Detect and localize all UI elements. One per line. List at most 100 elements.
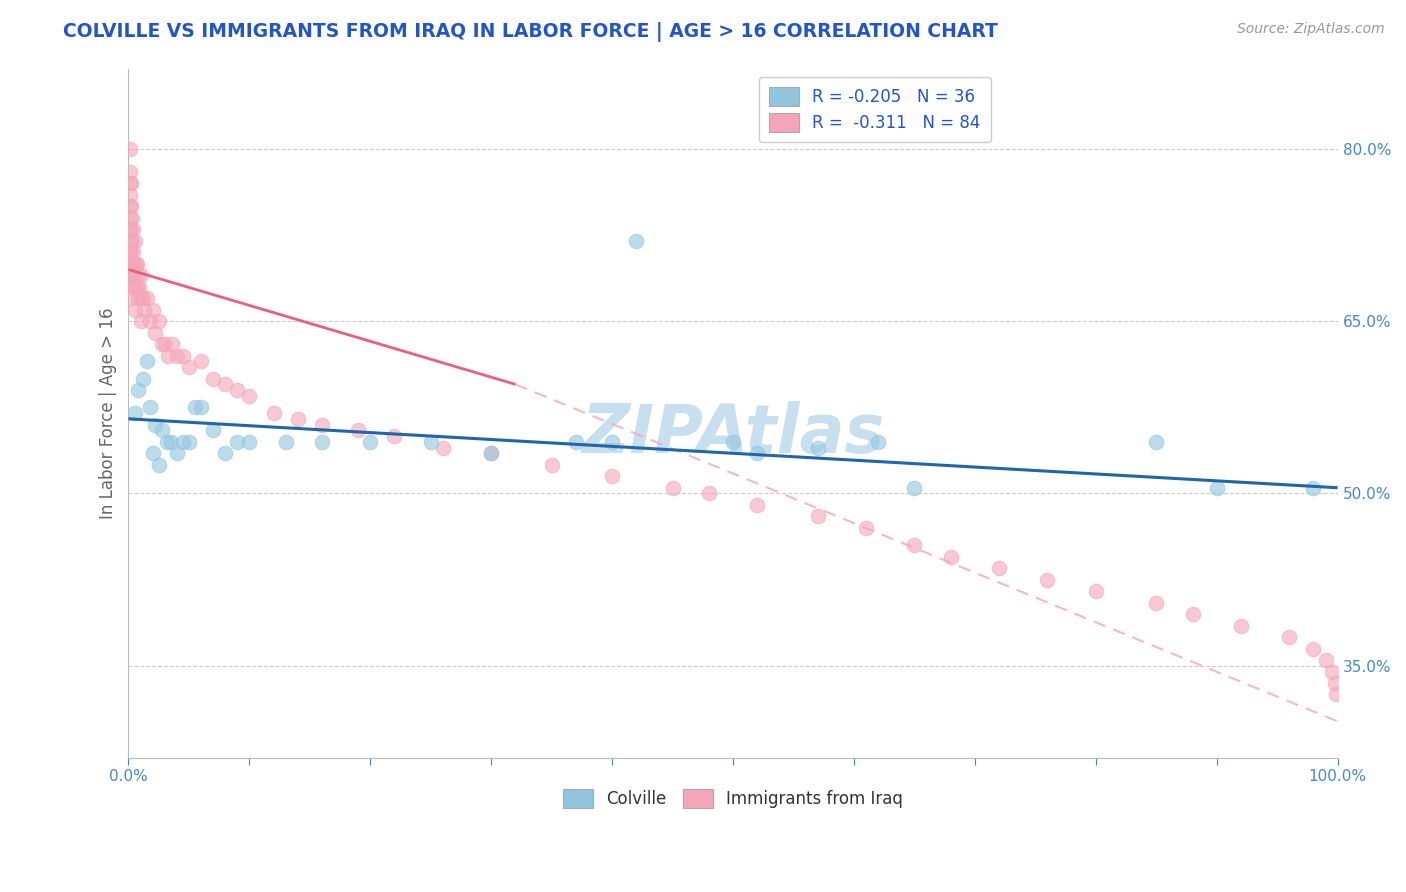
Point: [226, 383, 249, 397]
Point: [1324, 676, 1347, 690]
Point: [214, 446, 236, 460]
Point: [697, 486, 720, 500]
Point: [128, 279, 150, 293]
Point: [132, 371, 155, 385]
Point: [121, 234, 143, 248]
Point: [1036, 573, 1059, 587]
Point: [565, 434, 588, 449]
Point: [127, 291, 149, 305]
Point: [118, 222, 141, 236]
Point: [122, 268, 145, 283]
Point: [1326, 688, 1348, 702]
Point: [419, 434, 441, 449]
Point: [988, 561, 1011, 575]
Point: [238, 389, 260, 403]
Point: [124, 257, 146, 271]
Point: [124, 234, 146, 248]
Point: [124, 279, 146, 293]
Point: [214, 377, 236, 392]
Point: [384, 429, 406, 443]
Point: [118, 234, 141, 248]
Point: [868, 434, 890, 449]
Text: Source: ZipAtlas.com: Source: ZipAtlas.com: [1237, 22, 1385, 37]
Point: [626, 234, 648, 248]
Point: [118, 257, 141, 271]
Point: [238, 434, 260, 449]
Point: [118, 142, 141, 156]
Point: [311, 434, 333, 449]
Point: [172, 434, 194, 449]
Point: [153, 337, 176, 351]
Point: [127, 268, 149, 283]
Point: [157, 349, 180, 363]
Point: [118, 187, 141, 202]
Point: [263, 406, 285, 420]
Point: [132, 291, 155, 305]
Point: [347, 423, 370, 437]
Point: [120, 268, 142, 283]
Point: [118, 268, 141, 283]
Point: [159, 434, 181, 449]
Point: [1278, 630, 1301, 644]
Point: [184, 401, 207, 415]
Point: [855, 521, 877, 535]
Point: [903, 538, 925, 552]
Point: [124, 302, 146, 317]
Point: [177, 434, 200, 449]
Point: [190, 354, 212, 368]
Point: [124, 406, 146, 420]
Point: [150, 423, 173, 437]
Point: [1302, 481, 1324, 495]
Point: [125, 257, 148, 271]
Point: [118, 245, 141, 260]
Legend: Colville, Immigrants from Iraq: Colville, Immigrants from Iraq: [557, 782, 910, 814]
Point: [120, 245, 142, 260]
Point: [1181, 607, 1204, 621]
Point: [160, 337, 183, 351]
Point: [118, 199, 141, 213]
Point: [1230, 618, 1253, 632]
Point: [129, 314, 152, 328]
Point: [1144, 596, 1167, 610]
Point: [150, 337, 173, 351]
Point: [139, 401, 162, 415]
Point: [166, 349, 188, 363]
Point: [125, 279, 148, 293]
Point: [134, 302, 156, 317]
Text: COLVILLE VS IMMIGRANTS FROM IRAQ IN LABOR FORCE | AGE > 16 CORRELATION CHART: COLVILLE VS IMMIGRANTS FROM IRAQ IN LABO…: [63, 22, 998, 42]
Point: [600, 469, 623, 483]
Point: [120, 199, 142, 213]
Point: [747, 498, 769, 512]
Point: [129, 291, 152, 305]
Point: [1084, 584, 1107, 599]
Y-axis label: In Labor Force | Age > 16: In Labor Force | Age > 16: [100, 308, 117, 519]
Point: [287, 412, 309, 426]
Point: [202, 371, 225, 385]
Point: [142, 446, 165, 460]
Point: [120, 177, 142, 191]
Point: [129, 268, 152, 283]
Point: [135, 291, 157, 305]
Point: [807, 441, 830, 455]
Point: [127, 383, 149, 397]
Point: [479, 446, 502, 460]
Point: [120, 222, 142, 236]
Point: [359, 434, 381, 449]
Point: [121, 211, 143, 225]
Point: [148, 458, 170, 472]
Point: [1205, 481, 1227, 495]
Point: [118, 291, 141, 305]
Point: [177, 360, 200, 375]
Point: [432, 441, 454, 455]
Point: [118, 211, 141, 225]
Point: [122, 245, 145, 260]
Point: [903, 481, 925, 495]
Point: [156, 434, 179, 449]
Point: [1315, 653, 1337, 667]
Point: [139, 314, 162, 328]
Point: [807, 509, 830, 524]
Point: [1320, 665, 1343, 679]
Point: [166, 446, 188, 460]
Point: [143, 326, 166, 340]
Point: [190, 401, 212, 415]
